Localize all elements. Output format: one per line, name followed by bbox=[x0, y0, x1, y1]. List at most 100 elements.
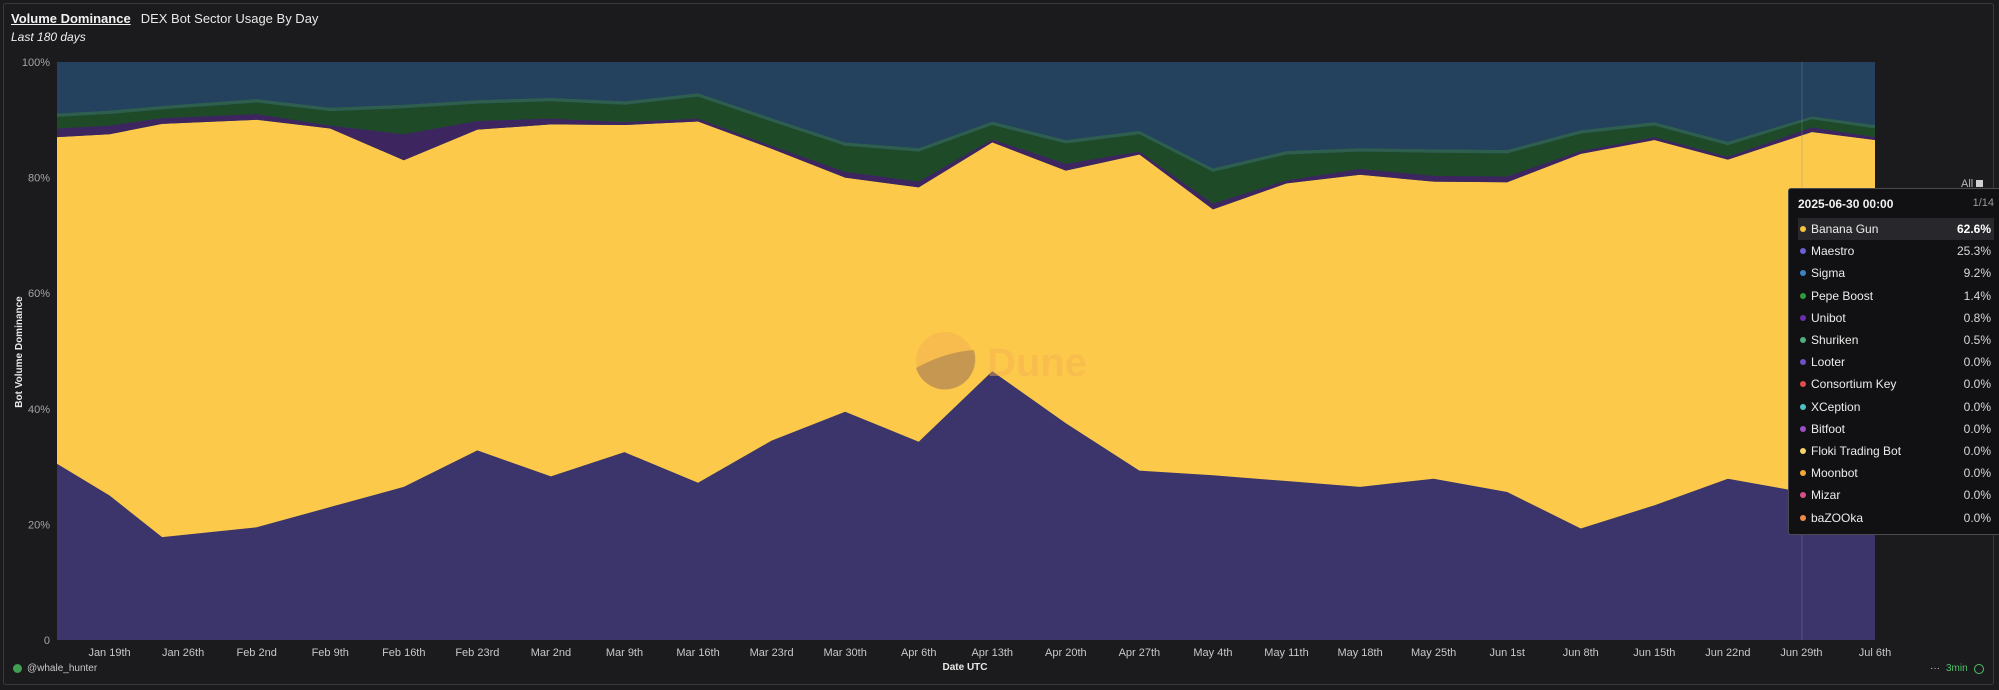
tooltip-series-name: baZOOka bbox=[1811, 510, 1864, 525]
tooltip-series-name: Shuriken bbox=[1811, 333, 1859, 348]
area-pepe-boost[interactable] bbox=[57, 96, 1875, 204]
tooltip-series-name: Pepe Boost bbox=[1811, 288, 1874, 303]
y-tick-label: 60% bbox=[28, 288, 50, 300]
chart-title-link[interactable]: Volume Dominance bbox=[11, 11, 131, 26]
x-tick-label: Feb 9th bbox=[312, 647, 349, 659]
tooltip-row: Consortium Key 0.0% bbox=[1798, 373, 1994, 395]
x-tick-label: Apr 20th bbox=[1045, 647, 1087, 659]
tooltip-row: Shuriken 0.5% bbox=[1798, 329, 1994, 351]
dune-logo-swoosh bbox=[916, 350, 976, 390]
tooltip-series-value: 0.0% bbox=[1963, 510, 1991, 525]
series-color-dot-icon bbox=[1800, 492, 1806, 499]
series-color-dot-icon bbox=[1800, 359, 1806, 366]
series-color-dot-icon bbox=[1800, 314, 1806, 321]
x-tick-label: May 11th bbox=[1264, 647, 1308, 659]
x-tick-label: Apr 6th bbox=[901, 647, 936, 659]
tooltip-series-value: 0.0% bbox=[1963, 443, 1991, 458]
hover-tooltip: 2025-06-30 00:00 1/14 Banana Gun 62.6% Mae… bbox=[1788, 188, 1999, 535]
tooltip-series-name: XCeption bbox=[1811, 399, 1861, 414]
y-axis: 0 20% 40% 60% 80% 100% bbox=[22, 57, 50, 647]
x-tick-label: Mar 16th bbox=[676, 647, 719, 659]
y-tick-label: 80% bbox=[28, 173, 50, 185]
footer-username[interactable]: @whale_hunter bbox=[27, 663, 98, 674]
footer-status: ··· 3min bbox=[1930, 663, 1984, 674]
area-maestro[interactable] bbox=[57, 371, 1875, 640]
x-tick-label: Jan 26th bbox=[162, 647, 204, 659]
tooltip-series-value: 0.8% bbox=[1963, 310, 1991, 325]
tooltip-series-name: Banana Gun bbox=[1811, 222, 1879, 237]
series-color-dot-icon bbox=[1800, 270, 1806, 277]
tooltip-series-value: 0.0% bbox=[1963, 377, 1991, 392]
tooltip-row: XCeption 0.0% bbox=[1798, 396, 1994, 418]
series-color-dot-icon bbox=[1800, 514, 1806, 521]
chart-subtitle: DEX Bot Sector Usage By Day bbox=[140, 11, 319, 26]
tooltip-date: 2025-06-30 00:00 bbox=[1798, 197, 1894, 211]
x-tick-label: May 18th bbox=[1337, 647, 1382, 659]
footer-user[interactable]: @whale_hunter bbox=[13, 663, 97, 674]
x-tick-label: Apr 27th bbox=[1119, 647, 1161, 659]
series-color-dot-icon bbox=[1800, 403, 1806, 410]
tooltip-row: baZOOka 0.0% bbox=[1798, 506, 1994, 528]
tooltip-series-value: 0.0% bbox=[1963, 421, 1991, 436]
legend-all-label: All bbox=[1961, 178, 1974, 190]
series-areas bbox=[57, 62, 1875, 640]
x-tick-label: Mar 2nd bbox=[531, 647, 571, 659]
refresh-age-label: 3min bbox=[1946, 663, 1968, 674]
y-tick-label: 100% bbox=[22, 57, 50, 69]
y-tick-label: 40% bbox=[28, 404, 50, 416]
x-tick-label: Feb 2nd bbox=[236, 647, 276, 659]
x-tick-label: Jun 15th bbox=[1633, 647, 1675, 659]
area-shuriken[interactable] bbox=[57, 93, 1875, 172]
legend-all-toggle[interactable]: All bbox=[1961, 178, 1984, 190]
tooltip-series-name: Consortium Key bbox=[1811, 377, 1897, 392]
area-sigma[interactable] bbox=[57, 62, 1875, 169]
y-axis-label: Bot Volume Dominance bbox=[14, 296, 25, 408]
tooltip-series-value: 0.0% bbox=[1963, 466, 1991, 481]
x-axis: Jan 19th Jan 26th Feb 2nd Feb 9th Feb 16th Fe… bbox=[88, 647, 1891, 659]
tooltip-row: Maestro 25.3% bbox=[1798, 240, 1994, 262]
user-avatar-icon bbox=[13, 664, 22, 673]
series-color-dot-icon bbox=[1800, 248, 1806, 255]
series-color-dot-icon bbox=[1800, 337, 1806, 344]
dune-logo-icon bbox=[916, 332, 974, 390]
watermark-text: Dune bbox=[987, 341, 1087, 385]
x-tick-label: Jul 6th bbox=[1859, 647, 1891, 659]
tooltip-row: Pepe Boost 1.4% bbox=[1798, 285, 1994, 307]
tooltip-series-value: 0.0% bbox=[1963, 399, 1991, 414]
x-tick-label: May 25th bbox=[1411, 647, 1456, 659]
series-color-dot-icon bbox=[1800, 425, 1806, 432]
series-color-dot-icon bbox=[1800, 292, 1806, 299]
tooltip-series-name: Maestro bbox=[1811, 244, 1855, 259]
series-color-dot-icon bbox=[1800, 226, 1806, 233]
tooltip-series-name: Sigma bbox=[1811, 266, 1846, 281]
tooltip-page: 1/14 bbox=[1972, 197, 1994, 209]
tooltip-series-name: Bitfoot bbox=[1811, 421, 1846, 436]
tooltip-rows: Banana Gun 62.6% Maestro 25.3% Sigma 9.2% Pepe… bbox=[1798, 218, 1994, 529]
tooltip-series-name: Mizar bbox=[1811, 488, 1841, 503]
x-tick-label: Jun 1st bbox=[1489, 647, 1524, 659]
x-tick-label: Feb 16th bbox=[382, 647, 425, 659]
x-tick-label: Mar 9th bbox=[606, 647, 643, 659]
tooltip-row: Mizar 0.0% bbox=[1798, 484, 1994, 506]
x-tick-label: Mar 30th bbox=[823, 647, 866, 659]
tooltip-row: Banana Gun 62.6% bbox=[1798, 218, 1994, 241]
time-period-label: Last 180 days bbox=[11, 30, 86, 44]
tooltip-series-value: 62.6% bbox=[1956, 222, 1991, 237]
dune-watermark: Dune bbox=[916, 332, 1087, 390]
legend-all-checkbox-icon[interactable] bbox=[1976, 180, 1984, 187]
tooltip-series-name: Moonbot bbox=[1811, 466, 1858, 481]
y-tick-label: 0 bbox=[44, 635, 50, 647]
more-options-icon[interactable]: ··· bbox=[1930, 663, 1940, 674]
tooltip-row: Bitfoot 0.0% bbox=[1798, 418, 1994, 440]
series-color-dot-icon bbox=[1800, 447, 1806, 454]
x-tick-label: Jun 22nd bbox=[1705, 647, 1750, 659]
tooltip-series-value: 25.3% bbox=[1956, 244, 1991, 259]
tooltip-row: Unibot 0.8% bbox=[1798, 307, 1994, 329]
tooltip-series-name: Floki Trading Bot bbox=[1811, 443, 1902, 458]
tooltip-series-name: Looter bbox=[1811, 355, 1846, 370]
x-tick-label: Jun 29th bbox=[1780, 647, 1822, 659]
tooltip-series-value: 1.4% bbox=[1963, 288, 1991, 303]
tooltip-series-value: 0.0% bbox=[1963, 488, 1991, 503]
area-banana-gun[interactable] bbox=[57, 119, 1875, 538]
